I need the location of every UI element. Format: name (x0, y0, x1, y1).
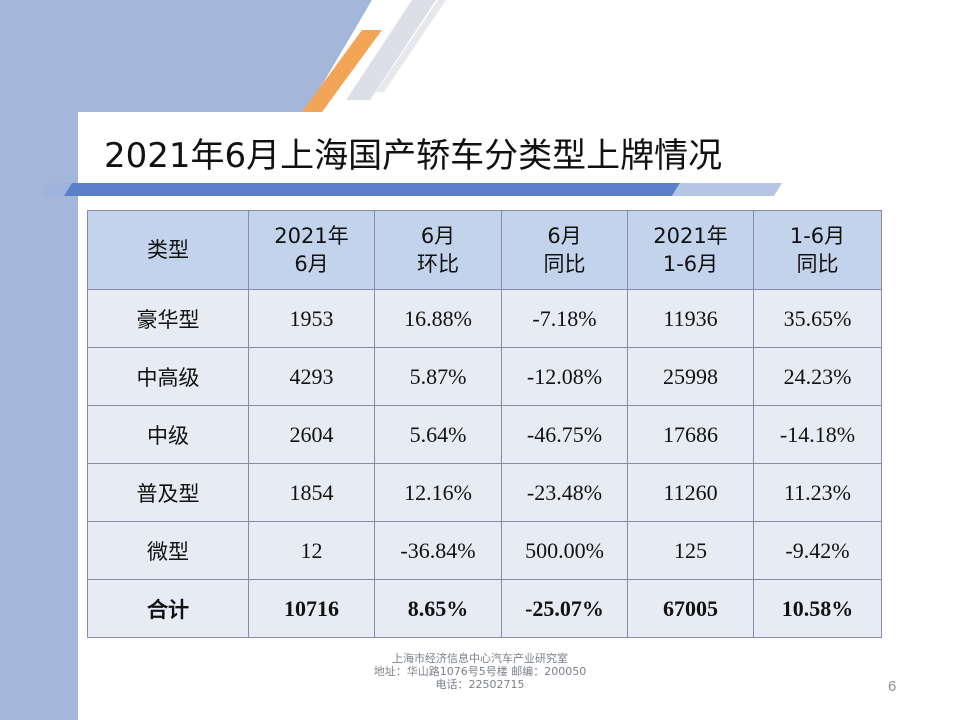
table-cell: 1953 (248, 289, 375, 348)
header-cell: 2021年 1-6月 (627, 210, 754, 290)
header-cell: 1-6月 同比 (753, 210, 882, 290)
table-cell: 10.58% (753, 579, 882, 638)
table-cell: 11936 (627, 289, 754, 348)
row-label: 微型 (87, 521, 249, 580)
grey-stripe-1 (346, 0, 436, 100)
table-cell: -14.18% (753, 405, 882, 464)
orange-stripe (302, 30, 382, 112)
table-cell: -9.42% (753, 521, 882, 580)
table-cell: 17686 (627, 405, 754, 464)
table-total-row: 合计 10716 8.65% -25.07% 67005 10.58% (87, 579, 882, 638)
table-cell: 10716 (248, 579, 375, 638)
table-cell: -7.18% (501, 289, 628, 348)
table-cell: 67005 (627, 579, 754, 638)
header-cell: 6月 同比 (501, 210, 628, 290)
table-cell: 11260 (627, 463, 754, 522)
table-cell: 11.23% (753, 463, 882, 522)
table-header-row: 类型 2021年 6月 6月 环比 6月 同比 2021年 1-6月 1-6月 同比 (87, 210, 882, 290)
band-dark (64, 183, 680, 196)
table-cell: -12.08% (501, 347, 628, 406)
table-cell: 12.16% (374, 463, 502, 522)
table-row: 中高级 4293 5.87% -12.08% 25998 24.23% (87, 347, 882, 406)
header-cell: 类型 (87, 210, 249, 290)
side-panel (0, 0, 78, 720)
table-row: 豪华型 1953 16.88% -7.18% 11936 35.65% (87, 289, 882, 348)
table-cell: -25.07% (501, 579, 628, 638)
top-blue-diagonal (0, 0, 372, 112)
page-number: 6 (888, 678, 897, 695)
table-cell: 125 (627, 521, 754, 580)
table-row: 中级 2604 5.64% -46.75% 17686 -14.18% (87, 405, 882, 464)
slide-title: 2021年6月上海国产轿车分类型上牌情况 (104, 136, 723, 176)
table-row: 普及型 1854 12.16% -23.48% 11260 11.23% (87, 463, 882, 522)
row-label: 普及型 (87, 463, 249, 522)
registration-table: 类型 2021年 6月 6月 环比 6月 同比 2021年 1-6月 1-6月 同比 豪华… (87, 210, 882, 638)
row-label: 豪华型 (87, 289, 249, 348)
table-row: 微型 12 -36.84% 500.00% 125 -9.42% (87, 521, 882, 580)
table-cell: 16.88% (374, 289, 502, 348)
band-light-right (672, 183, 782, 196)
table-cell: 12 (248, 521, 375, 580)
table-cell: 8.65% (374, 579, 502, 638)
footer-phone: 电话：22502715 (435, 678, 525, 691)
table-cell: 5.87% (374, 347, 502, 406)
grey-stripe-2 (376, 0, 446, 92)
table-cell: 25998 (627, 347, 754, 406)
table-cell: 24.23% (753, 347, 882, 406)
table-cell: 2604 (248, 405, 375, 464)
table-cell: 35.65% (753, 289, 882, 348)
table-cell: 5.64% (374, 405, 502, 464)
table-cell: 4293 (248, 347, 375, 406)
row-label: 合计 (87, 579, 249, 638)
header-cell: 2021年 6月 (248, 210, 375, 290)
table-cell: -23.48% (501, 463, 628, 522)
table-cell: -36.84% (374, 521, 502, 580)
row-label: 中高级 (87, 347, 249, 406)
header-cell: 6月 环比 (374, 210, 502, 290)
row-label: 中级 (87, 405, 249, 464)
table-cell: -46.75% (501, 405, 628, 464)
band-light-left (42, 183, 72, 196)
table-cell: 1854 (248, 463, 375, 522)
table-cell: 500.00% (501, 521, 628, 580)
footer-contact: 上海市经济信息中心汽车产业研究室 地址：华山路1076号5号楼 邮编：20005… (330, 652, 630, 691)
footer-org: 上海市经济信息中心汽车产业研究室 (392, 652, 568, 665)
footer-address: 地址：华山路1076号5号楼 邮编：200050 (373, 665, 587, 678)
